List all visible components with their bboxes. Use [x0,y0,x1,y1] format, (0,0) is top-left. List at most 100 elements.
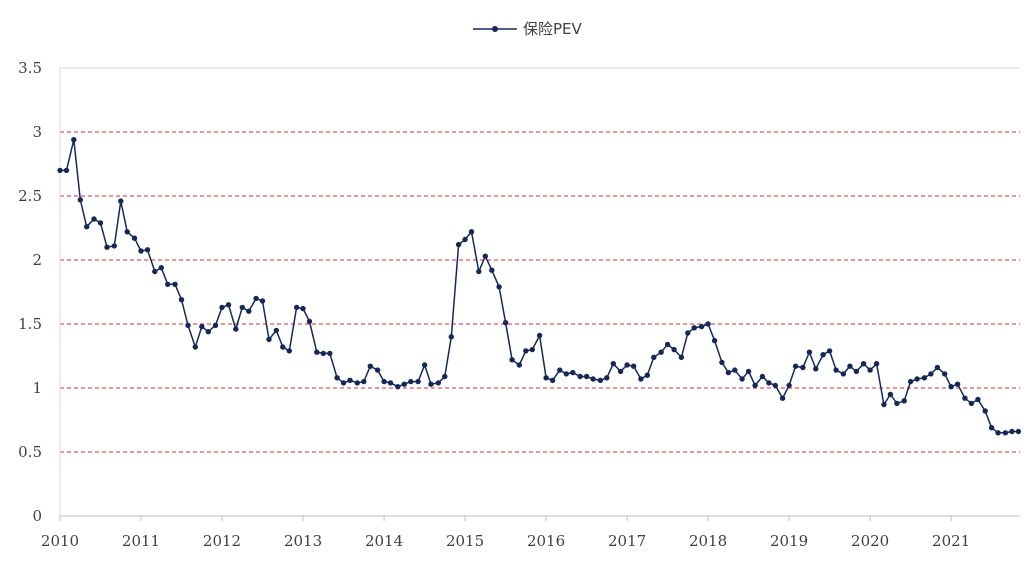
legend-label: 保险PEV [523,20,583,38]
legend[interactable]: 保险PEV [473,20,583,38]
data-point [651,354,657,360]
data-point [887,391,894,398]
legend-marker-sample [492,26,498,32]
data-point [638,376,644,382]
data-point [840,371,847,377]
data-point [928,371,934,377]
data-point [314,349,320,355]
data-point [233,326,239,332]
data-point [563,371,569,377]
data-point [610,361,616,367]
y-tick-label: 3.5 [18,59,42,77]
data-point [988,425,995,431]
data-point [982,408,988,414]
data-point [199,323,205,330]
data-point [954,381,961,387]
data-point [759,373,766,380]
data-point [395,384,401,390]
data-point [502,320,509,326]
data-point [468,229,475,235]
x-tick-label: 2017 [608,532,646,550]
data-point [968,400,975,407]
x-tick-label: 2019 [770,532,808,550]
data-point [367,363,373,369]
x-tick-label: 2021 [932,532,970,550]
data-point [792,363,799,369]
data-point [529,346,535,353]
data-point [705,321,711,327]
y-tick-label: 0 [32,507,42,525]
data-point [543,375,549,381]
data-point [962,395,968,401]
data-point [644,372,650,378]
data-point [664,341,671,348]
data-point [826,348,833,354]
data-point [165,281,171,287]
data-point [334,375,340,381]
data-point [320,350,326,357]
data-point [942,371,948,377]
data-point [144,247,151,253]
data-point [340,380,347,386]
data-point [63,167,70,174]
x-axis-ticks: 2010 2011 2012 2013 2014 2015 2016 2017 2018 2019… [41,516,970,550]
data-point [77,197,84,203]
data-point [536,332,543,339]
data-point [779,395,786,401]
data-point [732,367,738,373]
data-point [374,367,381,373]
data-point [557,367,563,373]
data-point [118,198,124,204]
data-point [489,267,495,273]
data-point [914,376,920,382]
data-point [442,373,448,380]
data-point [408,378,414,385]
data-point [172,281,178,287]
data-point [124,229,130,235]
data-point [800,364,806,371]
data-point [678,354,685,360]
data-point [658,349,664,355]
y-tick-label: 1 [32,379,42,397]
data-point [597,377,604,383]
data-point [739,376,745,382]
data-point [239,304,245,311]
data-point [523,348,529,354]
data-point [104,244,110,250]
data-point [212,322,219,328]
data-point [225,302,232,308]
data-point [766,380,772,386]
data-point [152,268,158,275]
data-point [361,378,367,385]
data-point [630,363,637,369]
data-point [455,241,462,248]
data-point [476,268,482,275]
data-point [1015,428,1022,435]
data-point [975,396,981,403]
data-point [435,380,441,386]
data-point [97,220,104,226]
data-point [752,382,758,389]
data-point [516,362,522,368]
data-point [833,367,839,373]
data-point [327,350,333,357]
data-point [813,366,819,372]
data-point [719,359,725,366]
data-point [853,368,860,375]
series-pev [57,137,1022,436]
data-point [772,382,778,389]
data-point [725,369,732,376]
data-point [306,318,313,325]
data-point [590,376,596,382]
data-point [894,400,900,407]
data-point [604,375,610,381]
data-point [873,361,880,367]
data-point [347,377,353,383]
data-point [820,352,826,358]
series-line [60,139,1019,434]
data-point [91,216,97,222]
data-point [293,304,300,311]
data-point [806,349,813,355]
gridlines [60,67,1020,453]
data-point [1009,428,1015,435]
